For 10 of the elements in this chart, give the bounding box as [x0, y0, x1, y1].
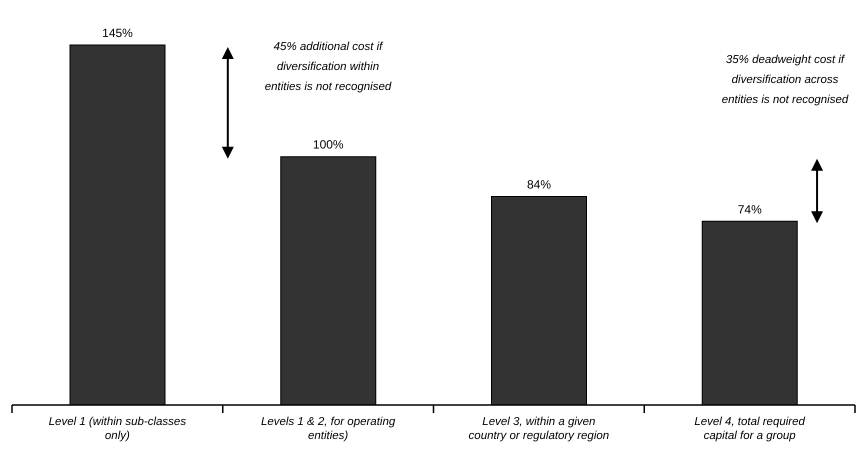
- annotation: 45% additional cost if diversification within entities is not recognised: [264, 41, 392, 93]
- x-tick-label: Level 4, total required capital for a group: [694, 416, 806, 442]
- data-label: 100%: [312, 138, 344, 152]
- x-tick-label: Level 3, within a given country or regulatory region: [468, 416, 610, 442]
- annotation: 35% deadweight cost if diversification across entities is not recognised: [722, 54, 849, 106]
- data-label: 84%: [526, 177, 552, 192]
- data-label: 145%: [102, 26, 134, 40]
- data-label: 74%: [738, 202, 762, 216]
- x-tick-label: Level 1 (within sub-classes only): [48, 416, 186, 442]
- x-tick-label: Levels 1 & 2, for operating entities): [261, 416, 396, 442]
